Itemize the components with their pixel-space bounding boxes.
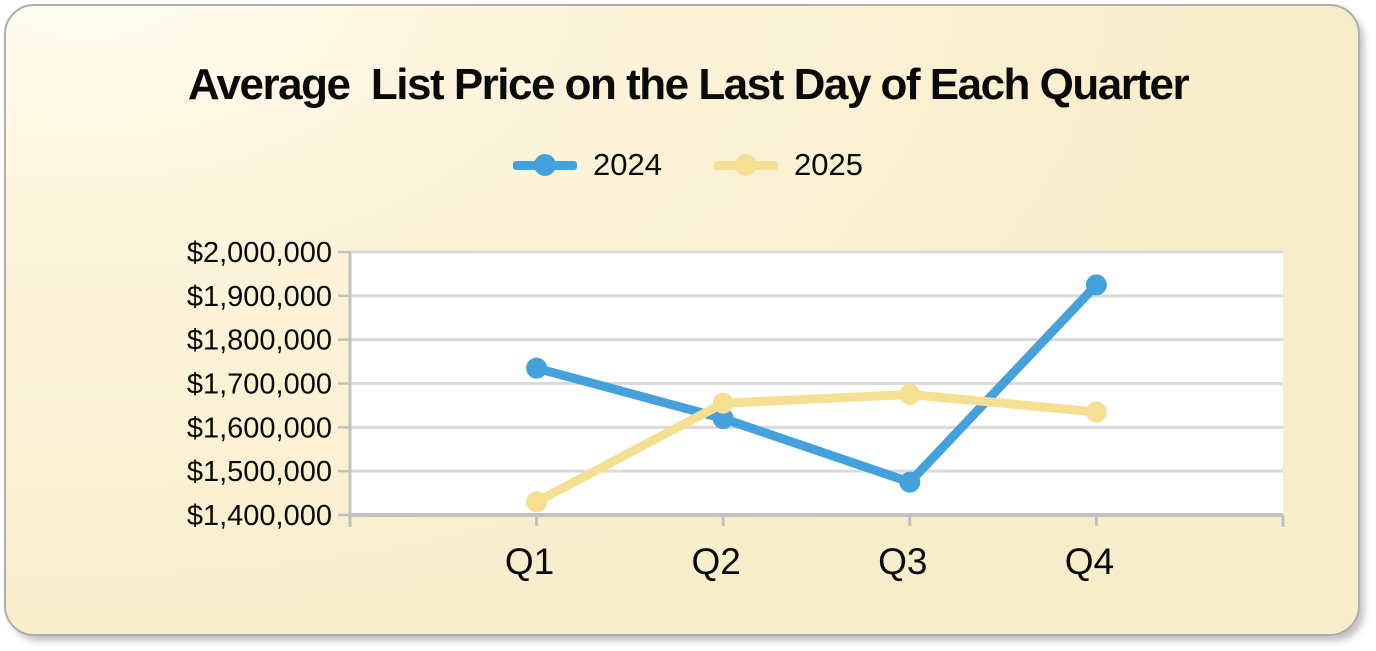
y-tick-label: $2,000,000 [187, 237, 332, 269]
legend-marker-2025 [714, 154, 778, 176]
legend-label: 2024 [593, 147, 662, 182]
legend-dot-icon [534, 154, 557, 176]
legend-item-2025: 2025 [714, 147, 863, 183]
series-line-2025 [532, 389, 1101, 507]
x-tick-label: Q4 [1065, 541, 1114, 582]
x-tick-label: Q3 [878, 541, 927, 582]
legend-label: 2025 [794, 147, 863, 182]
data-point-2025 [712, 392, 734, 414]
y-tick-label: $1,900,000 [187, 281, 332, 313]
data-point-2024 [712, 408, 734, 430]
chart-legend: 2024 2025 [0, 147, 1376, 183]
x-tick-label: Q2 [692, 541, 741, 582]
y-tick-label: $1,500,000 [187, 456, 332, 488]
x-tick-label: Q1 [505, 541, 554, 582]
legend-item-2024: 2024 [513, 147, 662, 183]
data-point-2025 [1085, 401, 1107, 423]
data-point-2024 [526, 357, 548, 379]
data-point-2024 [1085, 274, 1107, 296]
y-tick-label: $1,400,000 [187, 500, 332, 532]
data-point-2024 [899, 471, 921, 493]
series-line-2024 [532, 280, 1101, 487]
data-point-2025 [899, 383, 921, 405]
data-point-2025 [526, 491, 548, 513]
y-tick-label: $1,800,000 [187, 325, 332, 357]
y-tick-label: $1,600,000 [187, 412, 332, 444]
chart-title: Average List Price on the Last Day of Ea… [187, 60, 1190, 109]
y-tick-label: $1,700,000 [187, 369, 332, 401]
legend-marker-2024 [513, 154, 578, 176]
legend-dot-icon [735, 154, 757, 176]
